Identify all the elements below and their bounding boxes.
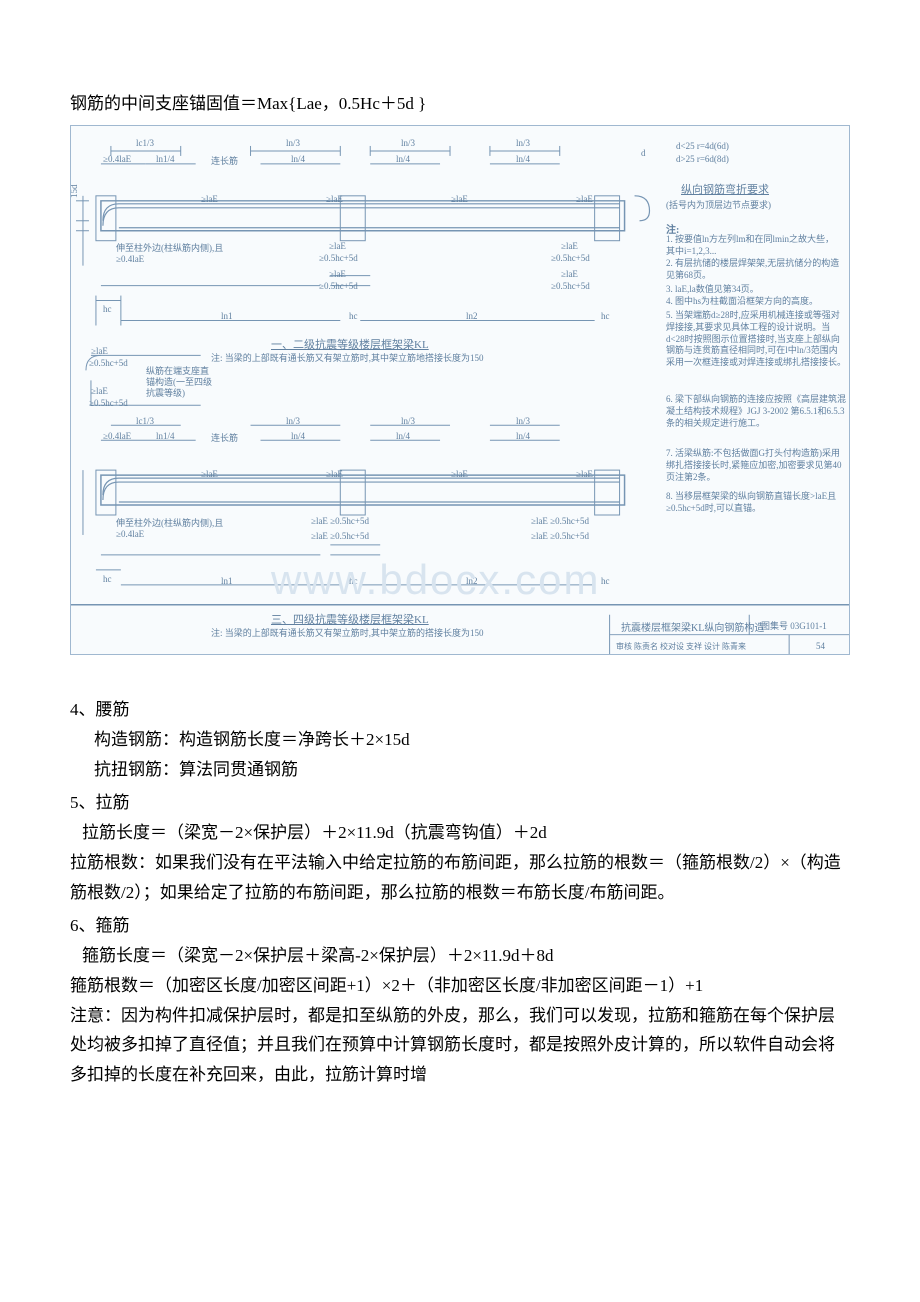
anchor-b3: ≥laE ≥0.5hc+5d xyxy=(311,531,369,541)
label-lianchang: 连长筋 xyxy=(211,154,238,167)
anchor-2b: ≥0.5hc+5d xyxy=(551,253,590,263)
hc-3b: hc xyxy=(601,576,610,586)
section-6-title: 6、箍筋 xyxy=(70,911,850,941)
hc-2: hc xyxy=(349,311,358,321)
label-lae-1b: ≥laE xyxy=(201,469,218,479)
section-5-line1: 拉筋长度＝（梁宽－2×保护层）＋2×11.9d（抗震弯钩值）＋2d xyxy=(70,818,850,848)
middle-note-1: 伸至柱外边(柱纵筋内侧),且 xyxy=(116,241,223,254)
label-ln3-3b: ln/3 xyxy=(401,416,415,426)
side-title: 纵向钢筋弯折要求 xyxy=(681,181,769,197)
anchor-2a: ≥laE xyxy=(561,241,578,251)
bracket-text: 纵筋在端支座直锚构造(一至四级抗震等级) xyxy=(146,366,216,398)
bracket-05hc: ≥0.5hc+5d xyxy=(89,358,128,368)
label-15d: 15d xyxy=(70,185,79,199)
watermark-text: www.bdocx.com xyxy=(271,556,600,604)
label-ln3-1b: lc1/3 xyxy=(136,416,154,426)
middle-note-2: ≥0.4laE xyxy=(116,254,144,264)
section-6-line1: 箍筋长度＝（梁宽－2×保护层＋梁高-2×保护层）＋2×11.9d＋8d xyxy=(70,941,850,971)
label-ln3-1: lc1/3 xyxy=(136,138,154,148)
label-ln4-3: ln/4 xyxy=(396,154,410,164)
anchor-b1: ≥laE ≥0.5hc+5d xyxy=(311,516,369,526)
ln2-1: ln2 xyxy=(466,311,478,321)
section-5-line2: 拉筋根数：如果我们没有在平法输入中给定拉筋的布筋间距，那么拉筋的根数＝（箍筋根数… xyxy=(70,848,850,908)
label-ln4-3b: ln/4 xyxy=(396,431,410,441)
side-subtitle: (括号内为顶层边节点要求) xyxy=(666,198,771,211)
anchor-4b: ≥0.5hc+5d xyxy=(551,281,590,291)
middle-note-2b: ≥0.4laE xyxy=(116,529,144,539)
section1-title: 一、二级抗震等级楼层框架梁KL xyxy=(271,336,429,352)
note-8: 8. 当移层框架梁的纵向钢筋直锚长度>laE且≥0.5hc+5d时,可以直锚。 xyxy=(666,491,846,514)
anchor-4a: ≥laE xyxy=(561,269,578,279)
label-04lae: ≥0.4laE xyxy=(103,154,131,164)
label-ln4-2: ln/4 xyxy=(291,154,305,164)
label-lianchang-b: 连长筋 xyxy=(211,431,238,444)
section2-title: 三、四级抗震等级楼层框架梁KL xyxy=(271,611,429,627)
label-lae-4: ≥laE xyxy=(576,194,593,204)
note-4: 4. 图中hs为柱截面沿框架方向的高度。 xyxy=(666,296,841,308)
anchor-3a: ≥laE xyxy=(329,269,346,279)
label-ln3-2: ln/3 xyxy=(286,138,300,148)
ln1-1: ln1 xyxy=(221,311,233,321)
note-7: 7. 活梁纵筋:不包括做面G打头付构造筋)采用绑扎搭接接长时,紧箍应加密,加密要… xyxy=(666,448,846,483)
bracket-05hc-2: ≥0.5hc+5d xyxy=(89,398,128,408)
table-page: 54 xyxy=(816,641,825,651)
label-lae-3b: ≥laE xyxy=(451,469,468,479)
section-4-line2: 抗扭钢筋：算法同贯通钢筋 xyxy=(70,755,850,785)
section1-note: 注: 当梁的上部既有通长筋又有架立筋时,其中架立筋地搭接长度为150 xyxy=(211,351,484,364)
label-ln3-2b: ln/3 xyxy=(286,416,300,426)
label-ln3-4: ln/3 xyxy=(516,138,530,148)
ln1-1b: ln1 xyxy=(221,576,233,586)
table-code: 图集号 03G101-1 xyxy=(761,619,827,632)
structural-diagram: lc1/3 ln/3 ln/3 ln/3 ≥0.4laE ln1/4 连长筋 l… xyxy=(70,125,850,655)
hc-1b: hc xyxy=(103,574,112,584)
note-6: 6. 梁下部纵向钢筋的连接应按照《高层建筑混凝土结构技术规程》JGJ 3-200… xyxy=(666,394,846,429)
label-ln3-3: ln/3 xyxy=(401,138,415,148)
note-5: 5. 当架端筋d≥28时,应采用机械连接或等强对焊接接,其要求见具体工程的设计说… xyxy=(666,310,846,368)
label-d-large: d>25 r=6d(8d) xyxy=(676,154,729,164)
label-ln4-4: ln/4 xyxy=(516,154,530,164)
anchor-b4: ≥laE ≥0.5hc+5d xyxy=(531,531,589,541)
section-6-line2: 箍筋根数＝（加密区长度/加密区间距+1）×2＋（非加密区长度/非加密区间距－1）… xyxy=(70,971,850,1001)
label-ln4-2b: ln/4 xyxy=(291,431,305,441)
middle-note-1b: 伸至柱外边(柱纵筋内侧),且 xyxy=(116,516,223,529)
section-4-title: 4、腰筋 xyxy=(70,695,850,725)
anchor-1b: ≥0.5hc+5d xyxy=(319,253,358,263)
label-d-small: d<25 r=4d(6d) xyxy=(676,141,729,151)
label-ln4-1b: ln1/4 xyxy=(156,431,175,441)
table-title: 抗震楼层框架梁KL纵向钢筋构造 xyxy=(621,619,764,634)
label-lae-1: ≥laE xyxy=(201,194,218,204)
content-text: 4、腰筋 构造钢筋：构造钢筋长度＝净跨长＋2×15d 抗扭钢筋：算法同贯通钢筋 … xyxy=(70,695,850,1090)
hc-3: hc xyxy=(601,311,610,321)
note-2: 2. 有层抗储的楼层焊架架,无层抗储分的构造见第68页。 xyxy=(666,258,841,281)
label-ln4-4b: ln/4 xyxy=(516,431,530,441)
label-d: d xyxy=(641,148,646,158)
section-6-line3: 注意：因为构件扣减保护层时，都是扣至纵筋的外皮，那么，我们可以发现，拉筋和箍筋在… xyxy=(70,1001,850,1090)
label-ln4-1: ln1/4 xyxy=(156,154,175,164)
table-bottom: 审核 陈责名 校对设 支祥 设计 陈青来 xyxy=(616,641,746,652)
top-formula-text: 钢筋的中间支座锚固值＝Max{Lae，0.5Hc＋5d } xyxy=(70,90,850,117)
hc-1: hc xyxy=(103,304,112,314)
anchor-1a: ≥laE xyxy=(329,241,346,251)
anchor-3b: ≥0.5hc+5d xyxy=(319,281,358,291)
bracket-lae: ≥laE xyxy=(91,346,108,356)
label-lae-2b: ≥laE xyxy=(326,469,343,479)
label-04lae-b: ≥0.4laE xyxy=(103,431,131,441)
label-lae-4b: ≥laE xyxy=(576,469,593,479)
note-3: 3. laE,la数值见第34页。 xyxy=(666,284,841,296)
note-1: 1. 按要值ln方左列lm和在同lmin之故大些，其中i=1,2,3... xyxy=(666,234,841,257)
bracket-lae-2: ≥laE xyxy=(91,386,108,396)
label-lae-2: ≥laE xyxy=(326,194,343,204)
section-5-title: 5、拉筋 xyxy=(70,788,850,818)
label-ln3-4b: ln/3 xyxy=(516,416,530,426)
anchor-b2: ≥laE ≥0.5hc+5d xyxy=(531,516,589,526)
label-lae-3: ≥laE xyxy=(451,194,468,204)
section-4-line1: 构造钢筋：构造钢筋长度＝净跨长＋2×15d xyxy=(70,725,850,755)
section2-note: 注: 当梁的上部既有通长筋又有架立筋时,其中架立筋的搭接长度为150 xyxy=(211,626,484,639)
